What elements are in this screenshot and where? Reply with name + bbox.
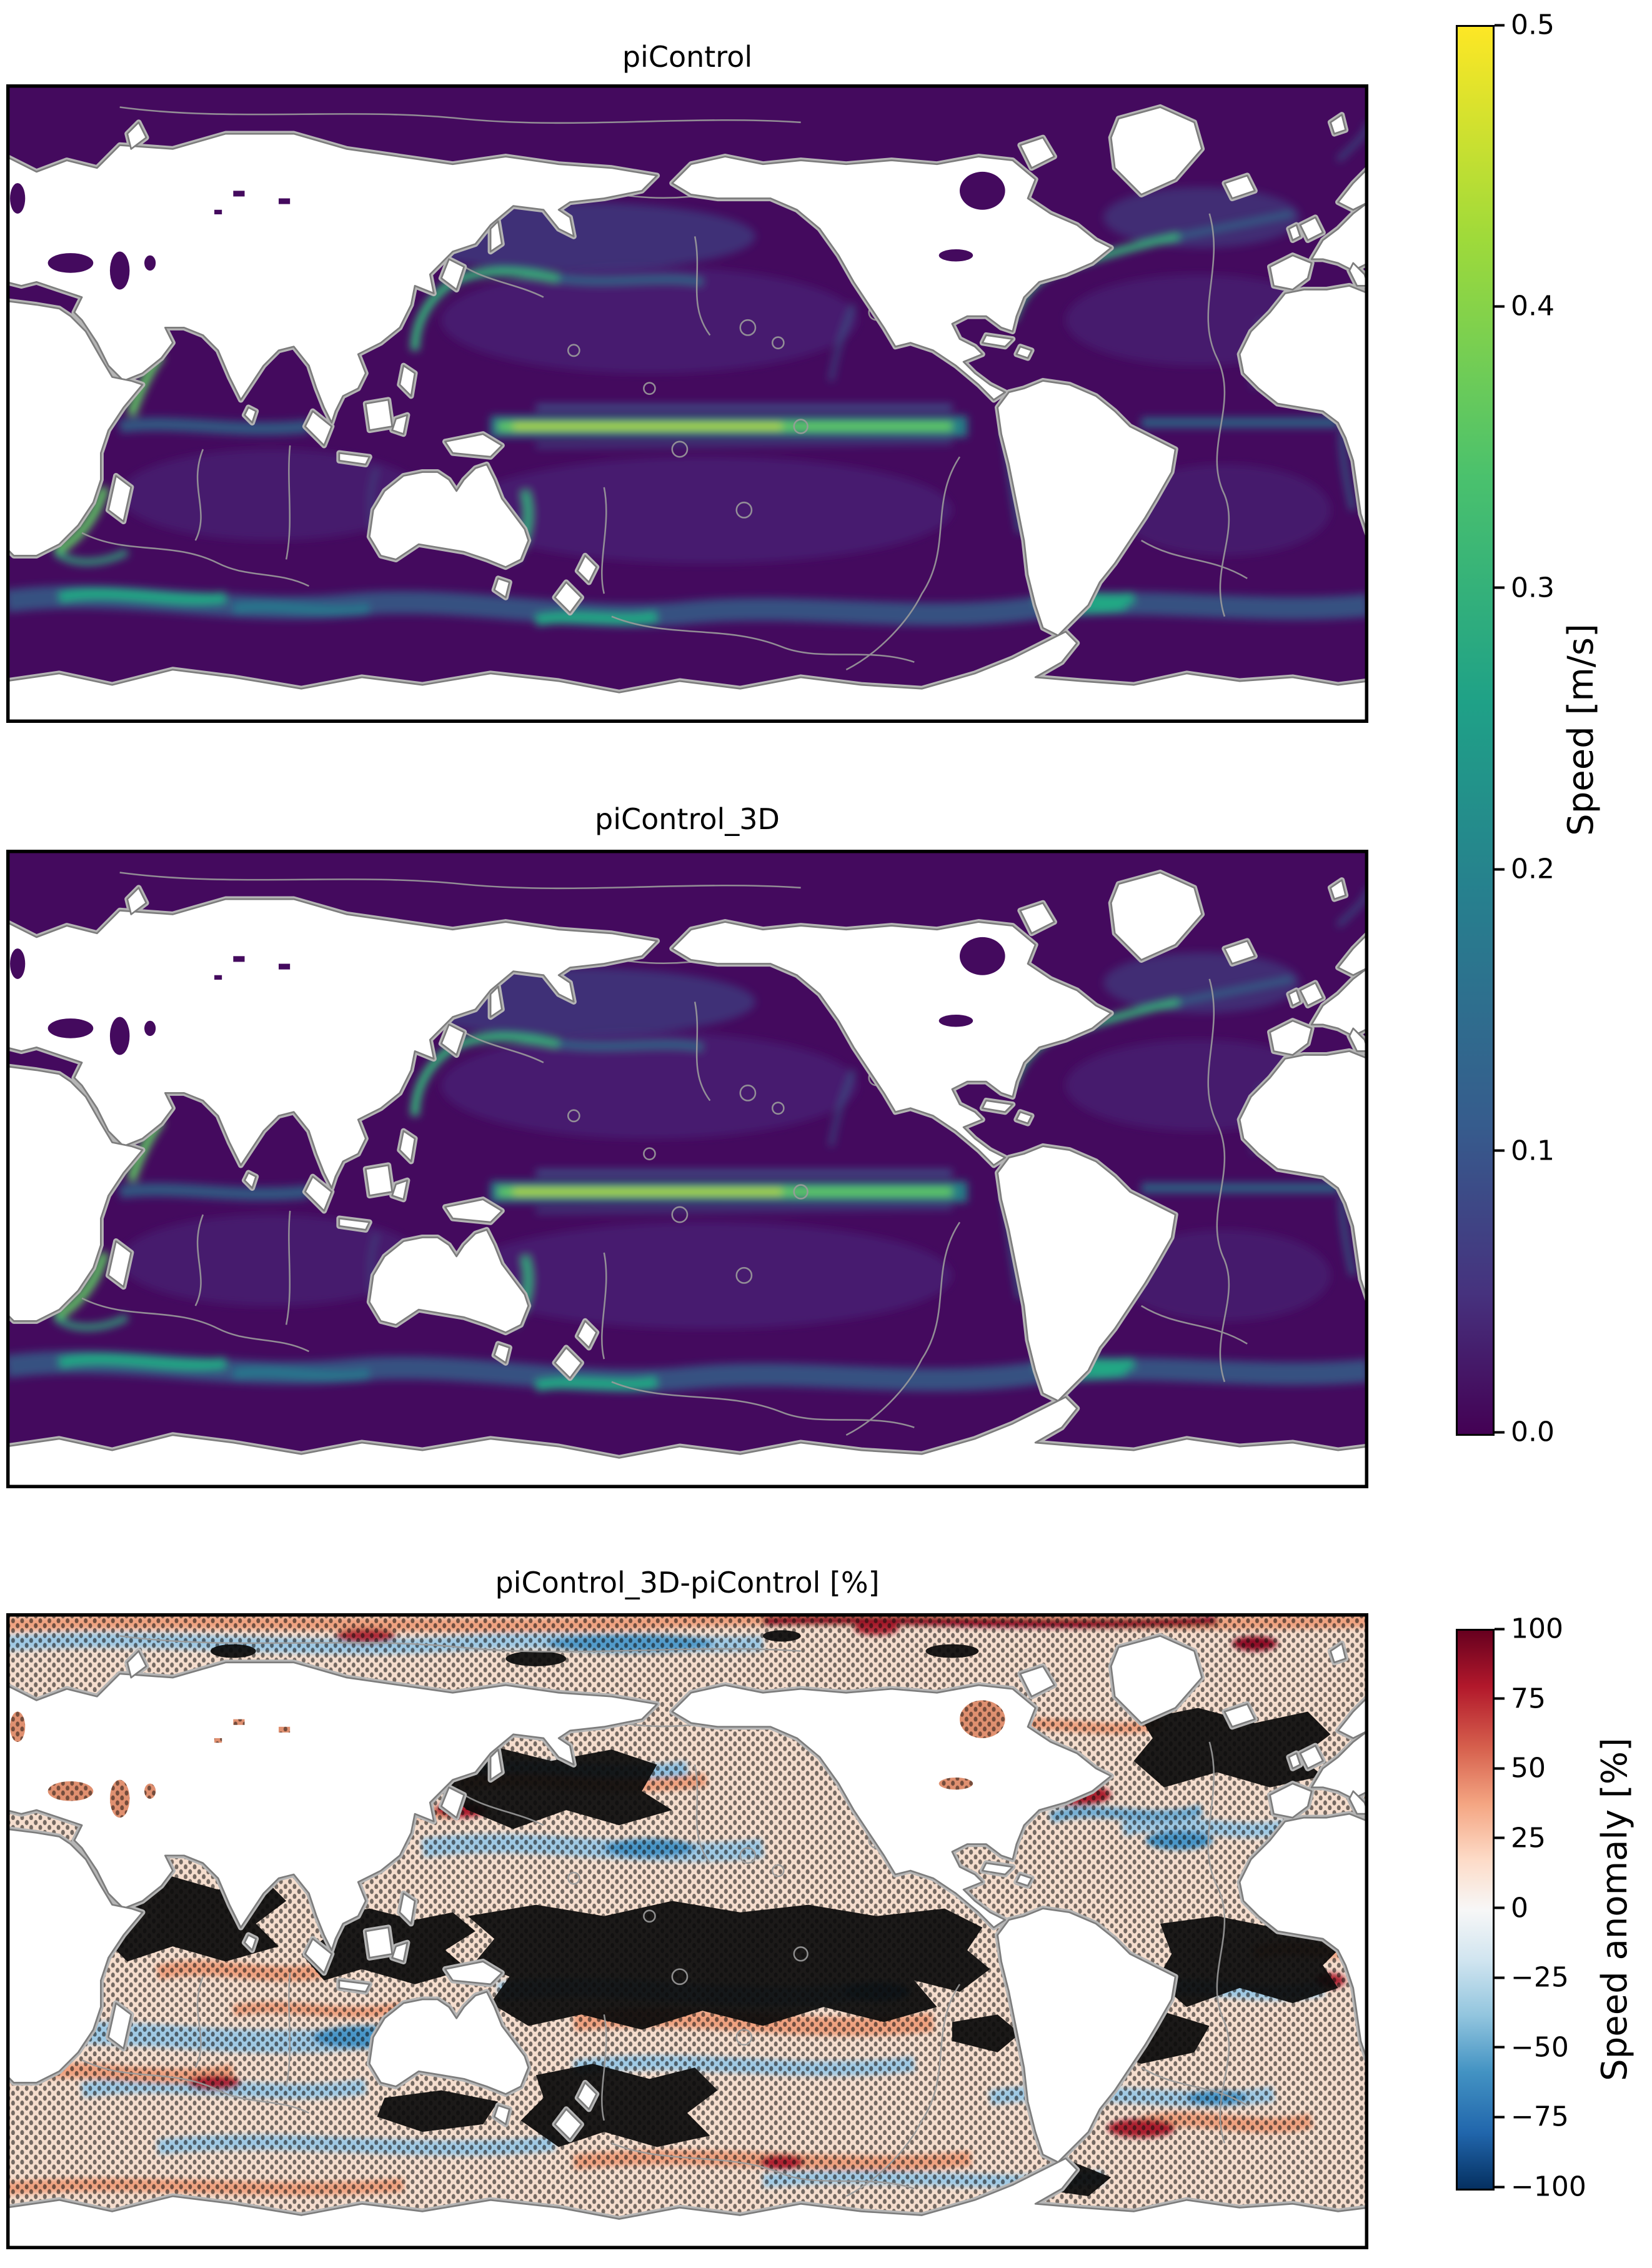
- tick-mark: [1495, 1697, 1505, 1700]
- tick-mark: [1495, 2116, 1505, 2119]
- tick-label: 0: [1511, 1892, 1528, 1924]
- tick-label: −50: [1511, 2031, 1569, 2064]
- colorbar-tick: −100: [1495, 2171, 1586, 2203]
- tick-mark: [1495, 2186, 1505, 2188]
- tick-mark: [1495, 1767, 1505, 1770]
- speed-map-piControl: [6, 84, 1368, 723]
- colorbar-tick: 75: [1495, 1683, 1546, 1714]
- tick-mark: [1495, 1836, 1505, 1839]
- colorbar-tick: 0.2: [1495, 853, 1555, 885]
- tick-label: −100: [1511, 2171, 1586, 2203]
- tick-mark: [1495, 1149, 1505, 1152]
- tick-label: −25: [1511, 1961, 1569, 1994]
- colorbar-tick: 0.4: [1495, 291, 1555, 322]
- tick-label: 0.5: [1511, 9, 1555, 41]
- anomaly-colorbar: [1456, 1629, 1495, 2191]
- tick-mark: [1495, 1431, 1505, 1433]
- colorbar-tick: 0.1: [1495, 1135, 1555, 1166]
- colorbar-tick: 25: [1495, 1822, 1546, 1854]
- tick-label: 0.1: [1511, 1135, 1555, 1167]
- anomaly-colorbar-label: Speed anomaly [%]: [1595, 1738, 1635, 2081]
- panel-1-map: [6, 84, 1368, 723]
- anomaly-colorbar-ticks: 100 75 50 25 0 −25 −50 −75 −100: [1495, 1613, 1645, 2203]
- tick-mark: [1495, 586, 1505, 589]
- colorbar-tick: −50: [1495, 2031, 1569, 2063]
- tick-label: −75: [1511, 2101, 1569, 2133]
- speed-colorbar-label: Speed [m/s]: [1561, 624, 1601, 836]
- tick-mark: [1495, 2046, 1505, 2049]
- panel-3-title: piControl_3D-piControl [%]: [495, 1566, 880, 1599]
- tick-label: 0.2: [1511, 853, 1555, 885]
- colorbar-tick: 0: [1495, 1892, 1528, 1924]
- colorbar-tick: 0.0: [1495, 1416, 1555, 1448]
- panel-1-title: piControl: [622, 40, 753, 74]
- tick-label: 100: [1511, 1613, 1563, 1645]
- tick-mark: [1495, 1976, 1505, 1979]
- panel-3-map: [6, 1613, 1368, 2249]
- tick-mark: [1495, 1906, 1505, 1909]
- tick-mark: [1495, 24, 1505, 26]
- panel-2-title: piControl_3D: [595, 802, 780, 836]
- speed-colorbar-ticks: 0.5 0.4 0.3 0.2 0.1 0.0: [1495, 9, 1645, 1448]
- tick-mark: [1495, 305, 1505, 308]
- tick-label: 0.4: [1511, 290, 1555, 322]
- map-border: [6, 1613, 1368, 2249]
- tick-label: 75: [1511, 1683, 1546, 1715]
- colorbar-tick: 0.5: [1495, 9, 1555, 41]
- map-border: [6, 84, 1368, 723]
- tick-label: 0.0: [1511, 1416, 1555, 1448]
- tick-label: 25: [1511, 1822, 1546, 1854]
- colorbar-tick: 100: [1495, 1613, 1563, 1645]
- colorbar-tick: 0.3: [1495, 572, 1555, 604]
- tick-label: 0.3: [1511, 572, 1555, 604]
- speed-map-piControl-3D: [6, 850, 1368, 1488]
- panel-2-map: [6, 850, 1368, 1488]
- speed-colorbar: [1456, 25, 1495, 1436]
- colorbar-tick: −75: [1495, 2101, 1569, 2133]
- map-border: [6, 850, 1368, 1488]
- speed-anomaly-map: [6, 1613, 1368, 2249]
- colorbar-tick: −25: [1495, 1962, 1569, 1994]
- tick-mark: [1495, 868, 1505, 871]
- colorbar-tick: 50: [1495, 1753, 1546, 1784]
- tick-label: 50: [1511, 1752, 1546, 1784]
- tick-mark: [1495, 1628, 1505, 1630]
